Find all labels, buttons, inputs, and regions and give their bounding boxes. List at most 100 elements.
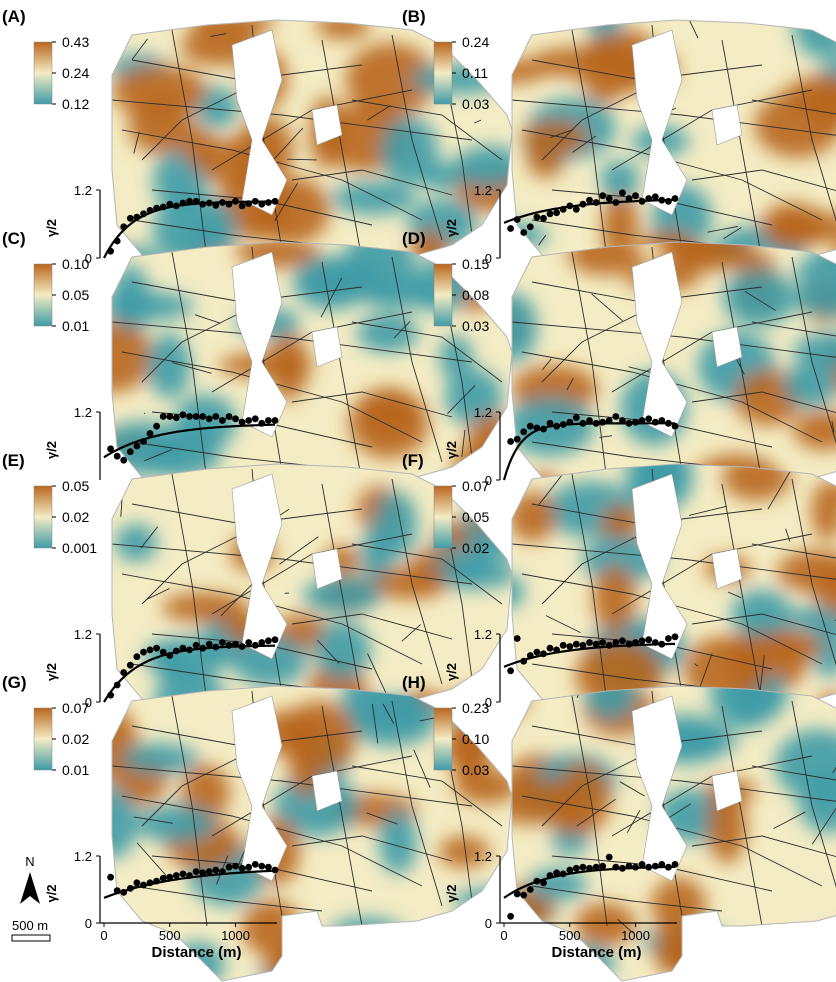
y-tick-label: 1.2 [474, 627, 492, 642]
semivariance-point [507, 667, 514, 675]
legend-mid: 0.24 [62, 65, 89, 81]
field-boundary [744, 290, 777, 311]
surface-patch [439, 335, 473, 380]
semivariance-point [271, 866, 279, 874]
legend-min: 0.12 [62, 96, 89, 112]
semivariance-point [107, 873, 114, 881]
legend-min: 0.03 [462, 96, 489, 112]
field-boundary [351, 99, 503, 161]
surface-patch [372, 567, 447, 600]
semivariance-point [146, 207, 154, 214]
surface-patch [512, 58, 547, 84]
surface-patch [588, 20, 622, 53]
semivariance-point [632, 192, 639, 200]
surface-patch [512, 776, 576, 825]
y-tick-label: 1.2 [74, 183, 92, 198]
panel-label: (B) [402, 7, 426, 26]
semivariance-point [166, 873, 174, 881]
semivariance-point [605, 195, 613, 202]
semivariance-point [166, 652, 174, 659]
field-boundary [133, 131, 140, 154]
semivariance-point [546, 419, 554, 427]
field-boundary [136, 842, 171, 881]
semivariance-point [559, 870, 567, 878]
color-legend: 0.23 0.10 0.03 [433, 700, 489, 778]
field-boundary [521, 351, 823, 443]
field-boundary [367, 653, 387, 694]
legend-mid: 0.02 [62, 731, 89, 747]
variogram-plot: 1.2 0 γ/2 [44, 183, 279, 266]
semivariance-point [251, 197, 259, 205]
semivariance-point [172, 647, 180, 655]
semivariance-point [172, 872, 180, 879]
semivariance-point [592, 199, 600, 206]
color-legend: 0.15 0.08 0.03 [433, 256, 489, 334]
panel-label: (E) [2, 451, 25, 470]
semivariance-point [638, 417, 646, 424]
semivariance-point [553, 422, 560, 430]
legend-max: 0.10 [62, 256, 89, 272]
field-boundary [321, 705, 363, 927]
semivariance-point [645, 636, 653, 644]
excluded-area [631, 695, 743, 882]
semivariance-point [651, 418, 659, 426]
semivariance-point [665, 419, 672, 427]
legend-max: 0.15 [462, 256, 489, 272]
field-boundary [571, 695, 608, 927]
field-boundary [351, 765, 503, 827]
semivariance-point [192, 641, 200, 649]
semivariance-point [513, 216, 521, 223]
semivariance-point [205, 415, 213, 423]
legend-mid: 0.10 [462, 731, 489, 747]
field-boundary [831, 420, 835, 433]
field-boundary [751, 99, 836, 161]
surface-patch [331, 181, 417, 215]
field-boundary [234, 20, 253, 24]
y-tick-label: 0 [85, 695, 92, 710]
x-tick-label: 500 [559, 928, 581, 943]
semivariance-point [553, 869, 560, 877]
semivariance-point [566, 418, 574, 426]
color-legend: 0.07 0.02 0.01 [33, 700, 89, 778]
semivariance-point [133, 653, 141, 661]
semivariance-point [113, 887, 121, 894]
field-boundary [599, 435, 613, 438]
field-boundaries [112, 20, 503, 298]
water-body [311, 104, 343, 146]
excluded-area [631, 29, 743, 216]
y-tick-label: 1.2 [74, 405, 92, 420]
y-tick-label: 1.2 [474, 183, 492, 198]
field-boundary [723, 227, 742, 239]
field-boundary [291, 169, 453, 196]
surface-patch [527, 868, 587, 901]
surface-patch [761, 202, 824, 249]
semivariance-point [632, 418, 639, 426]
semivariance-point [219, 868, 226, 875]
scale-bar: 500 m [11, 918, 51, 942]
semivariance-point [540, 650, 547, 658]
field-boundary [538, 472, 565, 505]
x-axis-label: Distance (m) [151, 944, 241, 961]
surface-patch [340, 686, 430, 729]
water-body [711, 326, 743, 368]
field-boundary [461, 429, 466, 457]
surface-patch [709, 686, 779, 730]
surface-patch [378, 809, 418, 875]
semivariance-point [232, 862, 239, 870]
semivariance-point [140, 210, 147, 218]
semivariance-point [658, 640, 666, 648]
surface-patch [575, 902, 636, 946]
semivariance-point [265, 199, 272, 206]
field-boundary [721, 261, 763, 483]
semivariance-point [605, 853, 613, 861]
color-legend: 0.43 0.24 0.12 [33, 34, 89, 112]
variogram-plot: 1.2 0 γ/2 [444, 627, 679, 710]
field-boundary [351, 321, 503, 383]
surface-patch [793, 332, 836, 368]
field-boundary [382, 703, 395, 724]
field-boundary [131, 219, 323, 246]
surface-patch [521, 120, 589, 155]
surface-patch [282, 700, 356, 774]
semivariance-point [251, 415, 259, 423]
